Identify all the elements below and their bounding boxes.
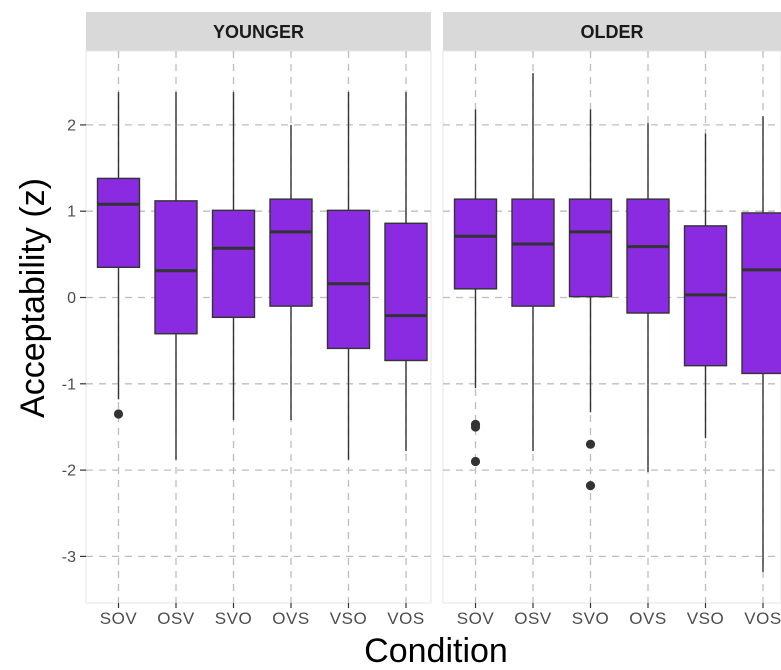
- x-tick-label: VOS: [387, 609, 424, 628]
- box-osv: [154, 92, 198, 460]
- box-vos: [384, 92, 428, 452]
- y-tick-label: 0: [67, 290, 76, 307]
- box-iqr: [453, 198, 498, 290]
- x-tick-label: OSV: [514, 609, 552, 628]
- x-tick-label: OSV: [157, 609, 195, 628]
- x-tick-label: SOV: [457, 609, 495, 628]
- box-iqr: [96, 177, 141, 268]
- outlier-point: [585, 439, 596, 449]
- box-sov: [96, 92, 141, 419]
- outlier-point: [470, 456, 481, 467]
- box-iqr: [384, 222, 428, 362]
- x-tick-label: VOS: [744, 609, 781, 628]
- panel-strip: [86, 12, 431, 51]
- box-iqr: [741, 212, 781, 375]
- y-tick-label: -2: [62, 463, 76, 480]
- panel-background: [85, 50, 432, 604]
- panel-plot-area: [86, 51, 431, 603]
- box-iqr: [511, 198, 555, 307]
- x-tick-label: OVS: [272, 609, 309, 628]
- box-vso: [326, 92, 371, 460]
- x-tick-label: VSO: [687, 609, 724, 628]
- y-axis: -3 -2 -1 0 1 2: [62, 117, 86, 566]
- box-iqr: [269, 198, 313, 307]
- box-ovs: [269, 124, 313, 421]
- panel-older: OLDER SOV OSV SVO OVS VSO VOS: [442, 12, 781, 628]
- box-iqr: [568, 198, 613, 298]
- box-svo: [568, 109, 613, 491]
- x-tick-label: SVO: [572, 609, 609, 628]
- outlier-point: [585, 481, 596, 491]
- box-ovs: [626, 123, 670, 472]
- y-axis-title: Acceptability (z): [14, 178, 52, 418]
- box-vos: [741, 116, 781, 572]
- x-tick-label: SOV: [100, 609, 138, 628]
- box-iqr: [211, 209, 256, 319]
- y-tick-label: 2: [67, 117, 76, 134]
- panel-younger: YOUNGER SOV OSV SVO OVS VSO VOS: [85, 12, 432, 628]
- panel-plot-area: [443, 51, 781, 603]
- x-tick-label: SVO: [215, 609, 252, 628]
- box-vso: [683, 133, 728, 439]
- box-sov: [453, 109, 498, 467]
- outlier-point: [470, 422, 481, 432]
- box-svo: [211, 92, 256, 421]
- x-tick-label: VSO: [330, 609, 367, 628]
- panel-title: OLDER: [581, 22, 644, 42]
- y-tick-label: 1: [67, 204, 76, 221]
- box-osv: [511, 73, 555, 452]
- x-axis-title: Condition: [364, 632, 508, 670]
- x-tick-label: OVS: [629, 609, 666, 628]
- box-iqr: [154, 200, 198, 335]
- outlier-point: [113, 409, 124, 419]
- box-iqr: [326, 209, 371, 350]
- panel-strip: [443, 12, 781, 51]
- y-tick-label: -1: [62, 376, 76, 393]
- y-tick-label: -3: [62, 549, 76, 566]
- box-iqr: [626, 198, 670, 314]
- panel-title: YOUNGER: [213, 22, 304, 42]
- panel-background: [442, 50, 781, 604]
